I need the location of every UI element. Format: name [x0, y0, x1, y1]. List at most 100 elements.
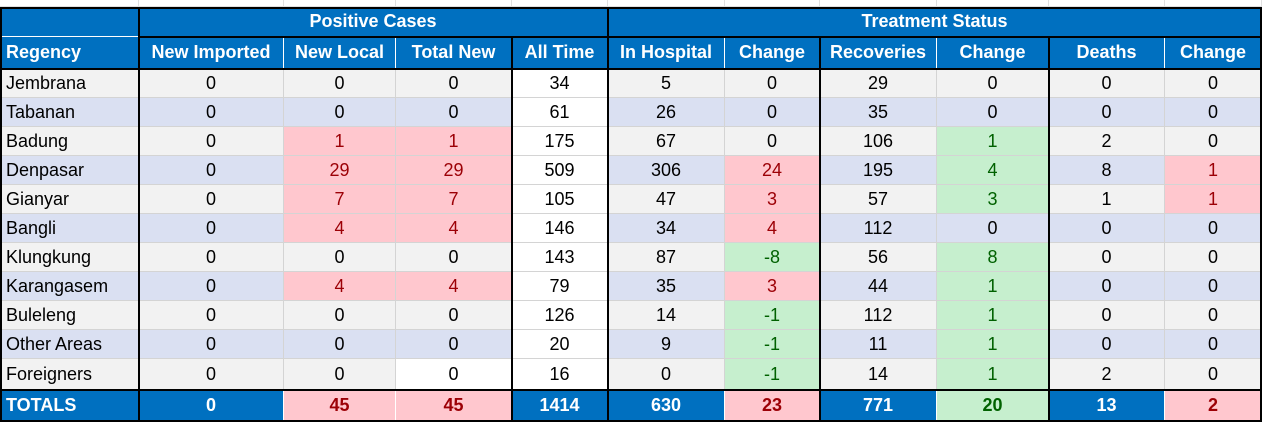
cell-all-time[interactable]: 509: [512, 156, 608, 185]
sheet-cell-blank[interactable]: [1049, 0, 1165, 7]
cell-recoveries[interactable]: 35: [820, 98, 937, 127]
cell-all-time[interactable]: 126: [512, 301, 608, 330]
cell-new-imported[interactable]: 0: [139, 330, 284, 359]
cell-change[interactable]: 0: [1165, 127, 1262, 156]
cell-total-new[interactable]: 4: [396, 214, 512, 243]
cell-all-time[interactable]: 175: [512, 127, 608, 156]
cell-deaths[interactable]: 0: [1049, 214, 1165, 243]
cell-recoveries[interactable]: 11: [820, 330, 937, 359]
column-header-change[interactable]: Change: [725, 37, 820, 69]
column-header-change[interactable]: Change: [937, 37, 1049, 69]
regency-name[interactable]: Gianyar: [0, 185, 139, 214]
cell-change[interactable]: 0: [1165, 243, 1262, 272]
cell-deaths[interactable]: 0: [1049, 243, 1165, 272]
cell-all-time[interactable]: 16: [512, 359, 608, 390]
cell-deaths[interactable]: 8: [1049, 156, 1165, 185]
regency-name[interactable]: Denpasar: [0, 156, 139, 185]
regency-name[interactable]: Jembrana: [0, 69, 139, 98]
cell-recoveries[interactable]: 112: [820, 214, 937, 243]
cell-recoveries[interactable]: 29: [820, 69, 937, 98]
cell-all-time[interactable]: 143: [512, 243, 608, 272]
cell-deaths[interactable]: 2: [1049, 127, 1165, 156]
sheet-cell-blank[interactable]: [1165, 0, 1262, 7]
cell-in-hospital[interactable]: 26: [608, 98, 725, 127]
regency-name[interactable]: Foreigners: [0, 359, 139, 390]
cell-new-local[interactable]: 7: [284, 185, 396, 214]
cell-recoveries[interactable]: 106: [820, 127, 937, 156]
column-header-total-new[interactable]: Total New: [396, 37, 512, 69]
cell-change[interactable]: 0: [937, 98, 1049, 127]
cell-change[interactable]: 0: [1165, 214, 1262, 243]
cell-new-imported[interactable]: 0: [139, 69, 284, 98]
cell-new-imported[interactable]: 0: [139, 98, 284, 127]
cell-in-hospital[interactable]: 0: [608, 359, 725, 390]
cell-total-new[interactable]: 0: [396, 243, 512, 272]
cell-new-local[interactable]: 0: [284, 301, 396, 330]
cell-deaths[interactable]: 0: [1049, 98, 1165, 127]
total-change[interactable]: 20: [937, 390, 1049, 422]
cell-total-new[interactable]: 29: [396, 156, 512, 185]
cell-change[interactable]: 0: [937, 214, 1049, 243]
cell-new-local[interactable]: 0: [284, 243, 396, 272]
cell-change[interactable]: 0: [725, 127, 820, 156]
cell-change[interactable]: 1: [937, 301, 1049, 330]
cell-change[interactable]: -1: [725, 359, 820, 390]
cell-total-new[interactable]: 0: [396, 69, 512, 98]
cell-change[interactable]: 1: [1165, 156, 1262, 185]
regency-name[interactable]: Buleleng: [0, 301, 139, 330]
regency-name[interactable]: Tabanan: [0, 98, 139, 127]
regency-name[interactable]: Other Areas: [0, 330, 139, 359]
cell-change[interactable]: -1: [725, 301, 820, 330]
cell-change[interactable]: -1: [725, 330, 820, 359]
regency-name[interactable]: Karangasem: [0, 272, 139, 301]
cell-new-imported[interactable]: 0: [139, 301, 284, 330]
cell-change[interactable]: 3: [937, 185, 1049, 214]
cell-new-imported[interactable]: 0: [139, 214, 284, 243]
cell-total-new[interactable]: 0: [396, 330, 512, 359]
column-header-new-imported[interactable]: New Imported: [139, 37, 284, 69]
cell-all-time[interactable]: 79: [512, 272, 608, 301]
cell-all-time[interactable]: 61: [512, 98, 608, 127]
cell-new-local[interactable]: 1: [284, 127, 396, 156]
cell-in-hospital[interactable]: 67: [608, 127, 725, 156]
cell-total-new[interactable]: 4: [396, 272, 512, 301]
cell-in-hospital[interactable]: 34: [608, 214, 725, 243]
cell-new-local[interactable]: 4: [284, 272, 396, 301]
total-new-local[interactable]: 45: [284, 390, 396, 422]
cell-in-hospital[interactable]: 47: [608, 185, 725, 214]
cell-in-hospital[interactable]: 87: [608, 243, 725, 272]
sheet-cell-blank[interactable]: [937, 0, 1049, 7]
cell-change[interactable]: 0: [937, 69, 1049, 98]
cell-new-local[interactable]: 0: [284, 359, 396, 390]
cell-change[interactable]: 8: [937, 243, 1049, 272]
cell-change[interactable]: 24: [725, 156, 820, 185]
sheet-cell-blank[interactable]: [608, 0, 725, 7]
cell-new-local[interactable]: 4: [284, 214, 396, 243]
cell-new-imported[interactable]: 0: [139, 359, 284, 390]
cell-change[interactable]: 0: [1165, 330, 1262, 359]
cell-deaths[interactable]: 0: [1049, 69, 1165, 98]
cell-deaths[interactable]: 0: [1049, 272, 1165, 301]
sheet-cell-blank[interactable]: [512, 0, 608, 7]
sheet-cell-blank[interactable]: [725, 0, 820, 7]
column-header-new-local[interactable]: New Local: [284, 37, 396, 69]
total-in-hospital[interactable]: 630: [608, 390, 725, 422]
sheet-cell-blank[interactable]: [284, 0, 396, 7]
regency-name[interactable]: Badung: [0, 127, 139, 156]
cell-new-local[interactable]: 0: [284, 98, 396, 127]
cell-recoveries[interactable]: 195: [820, 156, 937, 185]
cell-deaths[interactable]: 2: [1049, 359, 1165, 390]
cell-in-hospital[interactable]: 14: [608, 301, 725, 330]
cell-change[interactable]: 1: [937, 127, 1049, 156]
cell-change[interactable]: 4: [937, 156, 1049, 185]
cell-deaths[interactable]: 1: [1049, 185, 1165, 214]
cell-new-local[interactable]: 0: [284, 69, 396, 98]
total-change[interactable]: 2: [1165, 390, 1262, 422]
cell-in-hospital[interactable]: 9: [608, 330, 725, 359]
total-deaths[interactable]: 13: [1049, 390, 1165, 422]
column-header-regency[interactable]: Regency: [0, 37, 139, 69]
cell-recoveries[interactable]: 14: [820, 359, 937, 390]
cell-change[interactable]: -8: [725, 243, 820, 272]
cell-change[interactable]: 0: [1165, 69, 1262, 98]
cell-recoveries[interactable]: 44: [820, 272, 937, 301]
